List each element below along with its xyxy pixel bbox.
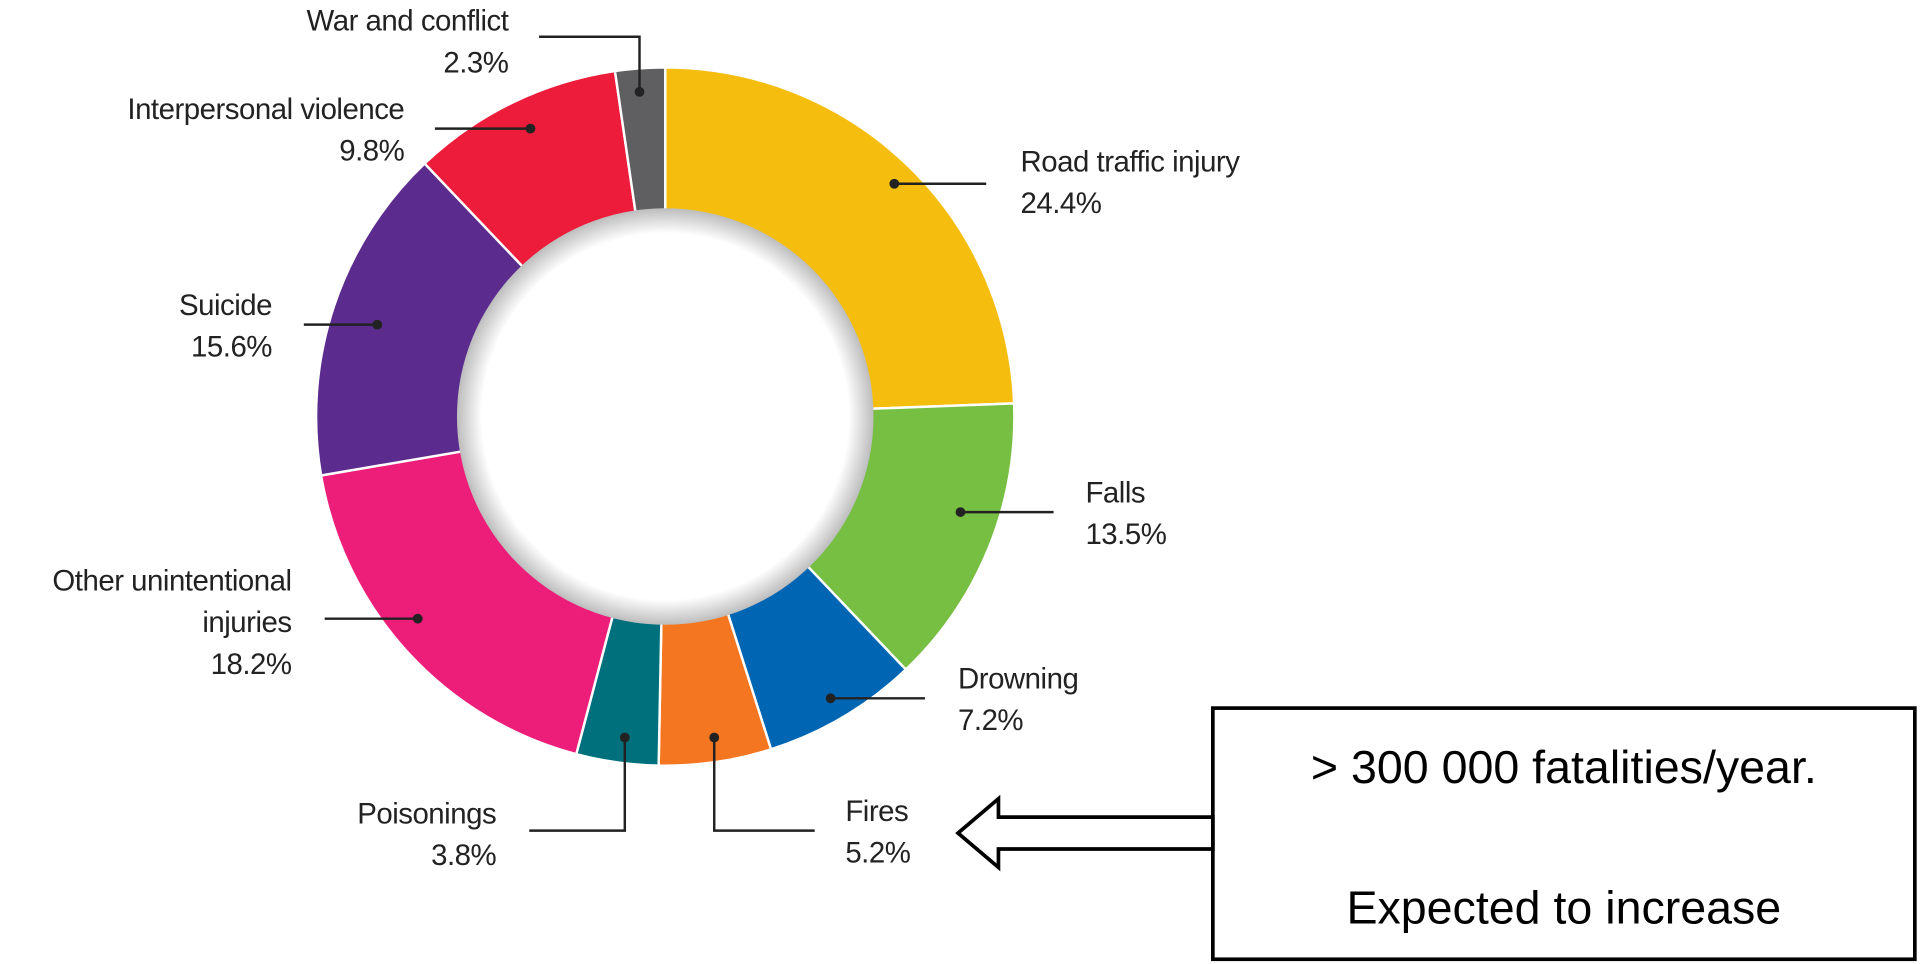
slices: [314, 66, 1016, 767]
arrow: [955, 794, 1215, 872]
leader: [529, 737, 627, 832]
leader: [539, 35, 641, 92]
annotation-text: > 300 000 fatalities/year.: [1310, 742, 1817, 794]
label: War and conflict 2.3%: [306, 4, 509, 80]
leader: [713, 737, 815, 832]
label: Falls 13.5%: [1085, 476, 1167, 552]
label: Poisonings 3.8%: [357, 797, 497, 873]
label: Interpersonal violence 9.8%: [127, 93, 405, 168]
label: Suicide 15.6%: [178, 289, 273, 364]
donut-hole: [456, 208, 874, 625]
label: Other unintentional injuries 18.2%: [52, 564, 292, 682]
annotation-text: Expected to increase: [1346, 883, 1782, 935]
label: Fires 5.2%: [845, 795, 911, 870]
leader-dots: [372, 86, 966, 743]
leaders: [303, 35, 1054, 832]
annotation-box: [1211, 706, 1917, 962]
label: Road traffic injury 24.4%: [1020, 145, 1240, 221]
label: Drowning 7.2%: [958, 662, 1079, 738]
